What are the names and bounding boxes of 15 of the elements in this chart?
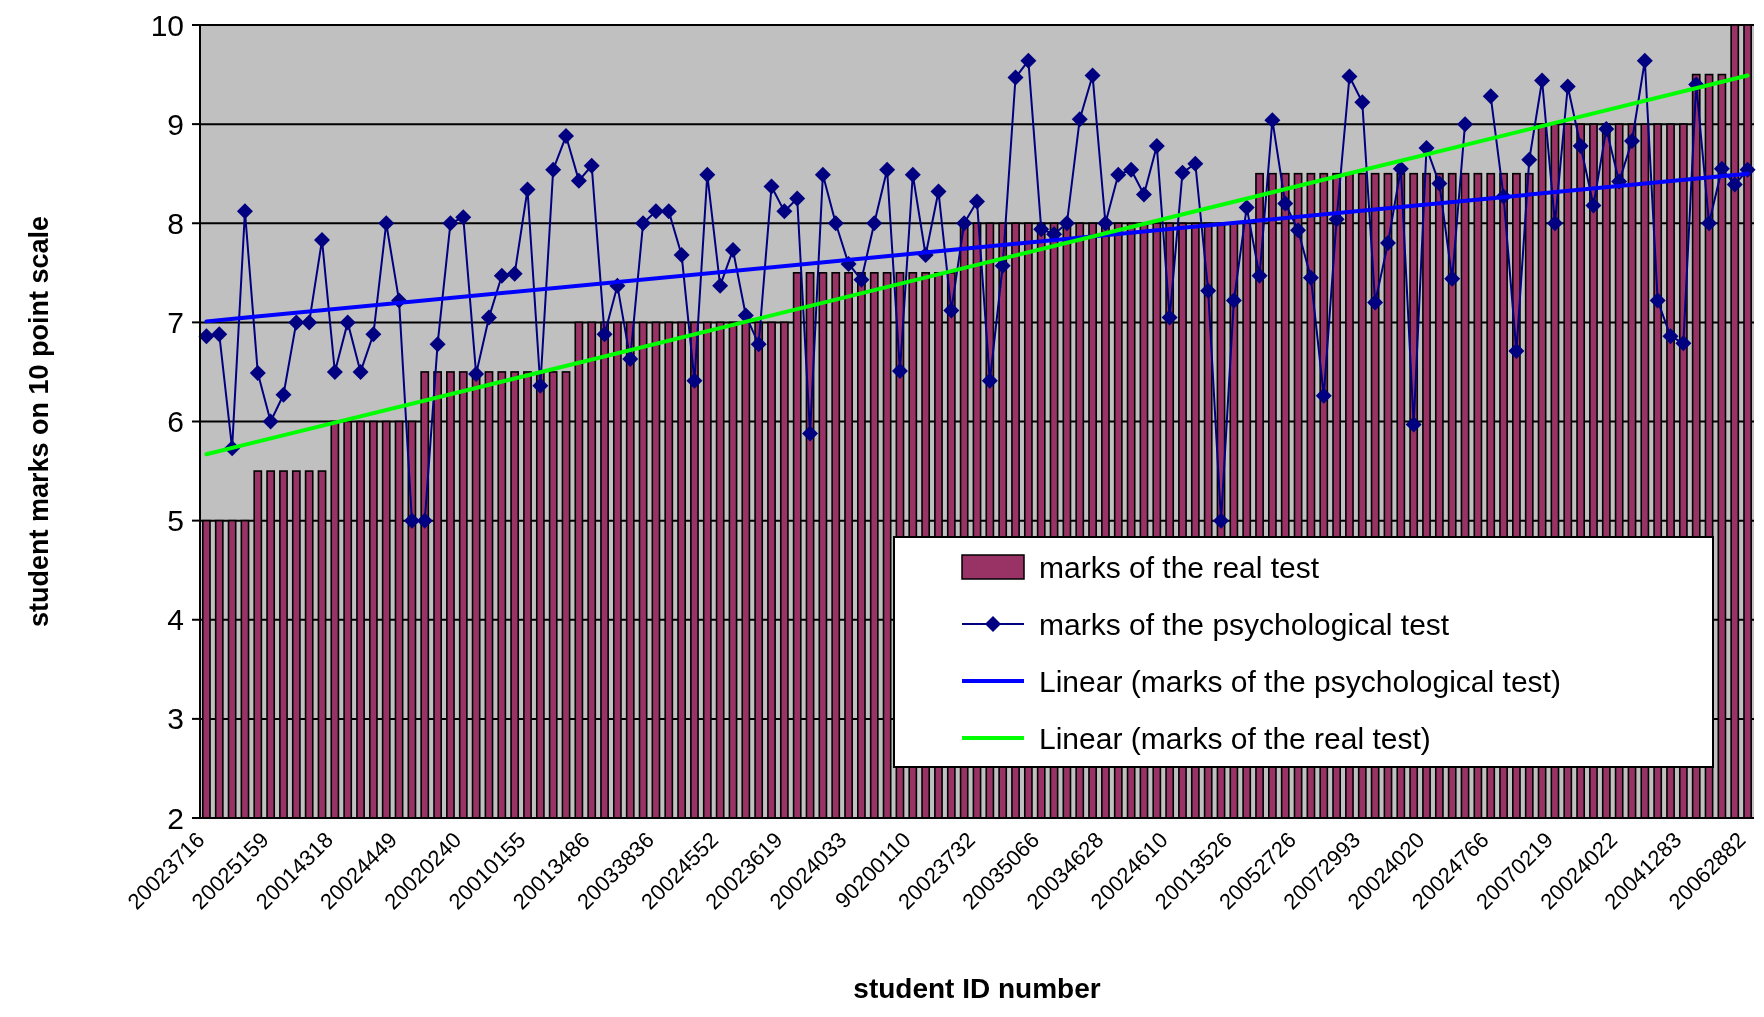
- y-tick-label: 4: [167, 603, 184, 637]
- y-tick-label: 8: [167, 206, 184, 240]
- legend-label: marks of the real test: [1039, 550, 1320, 584]
- legend-label: Linear (marks of the psychological test): [1039, 664, 1561, 698]
- y-tick-label: 3: [167, 702, 184, 736]
- y-tick-label: 10: [150, 8, 184, 42]
- legend-label: Linear (marks of the real test): [1039, 721, 1431, 755]
- y-tick-label: 6: [167, 405, 184, 438]
- y-axis-title: student marks on 10 point scale: [24, 215, 54, 628]
- legend-label: marks of the psychological test: [1039, 607, 1450, 641]
- y-tick-label: 2: [167, 801, 184, 835]
- y-tick-label: 7: [167, 305, 184, 339]
- y-tick-label: 9: [167, 107, 184, 141]
- y-tick-label: 5: [167, 504, 184, 538]
- x-axis-title: student ID number: [853, 973, 1101, 1004]
